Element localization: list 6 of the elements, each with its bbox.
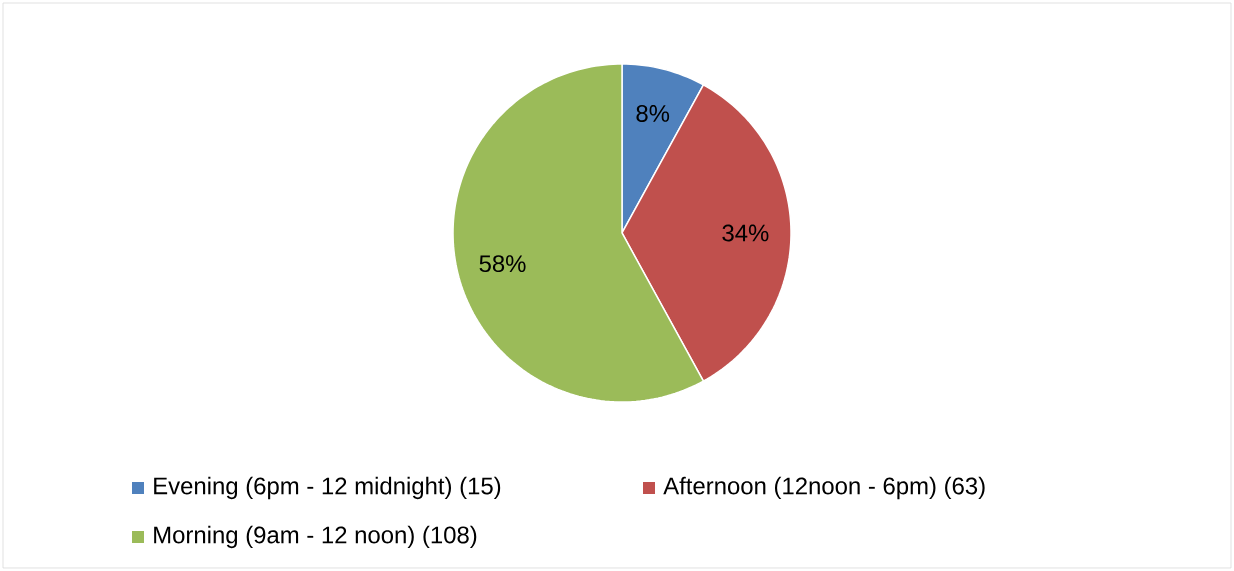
data-label: 34% [722,224,769,242]
legend-label: Afternoon (12noon - 6pm) (63) [663,476,985,500]
data-label: 58% [479,255,526,273]
data-label: 8% [636,105,670,122]
legend-label: Evening (6pm - 12 midnight) (15) [154,476,501,500]
legend-label: Morning (9am - 12 noon) (108) [154,525,477,549]
